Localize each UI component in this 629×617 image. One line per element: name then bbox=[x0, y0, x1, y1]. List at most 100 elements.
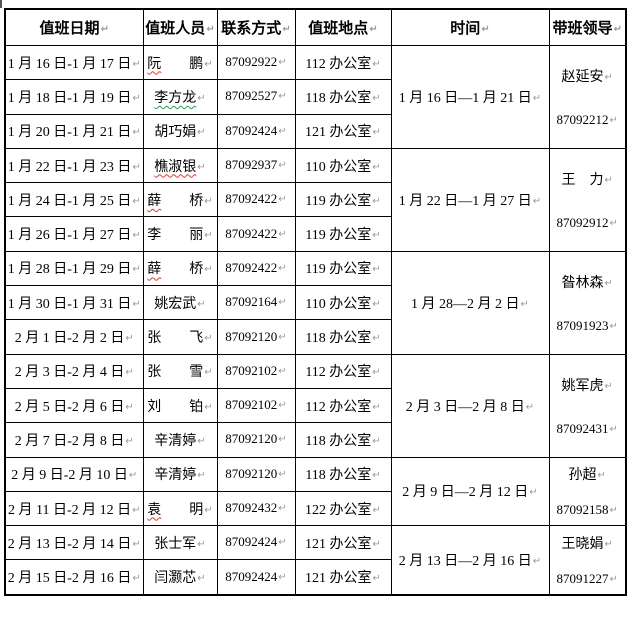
time-cell[interactable]: 1 月 22 日—1 月 27 日↵ bbox=[390, 147, 550, 252]
paragraph-mark-icon: ↵ bbox=[278, 125, 287, 137]
paragraph-mark-icon: ↵ bbox=[278, 537, 287, 549]
location-cell[interactable]: 118 办公室↵ bbox=[294, 319, 392, 355]
paragraph-mark-icon: ↵ bbox=[278, 57, 287, 69]
leader-phone: 87092431↵ bbox=[556, 420, 618, 436]
contact-cell[interactable]: 87092102↵ bbox=[216, 387, 296, 424]
location-cell[interactable]: 118 办公室↵ bbox=[294, 422, 392, 458]
duty-date-cell[interactable]: 1 月 22 日-1 月 23 日↵ bbox=[4, 147, 144, 184]
contact-cell[interactable]: 87092937↵ bbox=[216, 147, 296, 184]
time-cell[interactable]: 2 月 9 日—2 月 12 日↵ bbox=[390, 456, 550, 527]
time-cell[interactable]: 2 月 13 日—2 月 16 日↵ bbox=[390, 525, 550, 596]
contact-cell[interactable]: 87092120↵ bbox=[216, 422, 296, 458]
duty-person-cell[interactable]: 薛 桥↵ bbox=[142, 182, 218, 218]
duty-person-cell[interactable]: 闫灏芯↵ bbox=[142, 559, 218, 596]
duty-date-cell[interactable]: 1 月 28 日-1 月 29 日↵ bbox=[4, 250, 144, 287]
contact-cell[interactable]: 87092120↵ bbox=[216, 456, 296, 492]
time-cell[interactable]: 1 月 16 日—1 月 21 日↵ bbox=[390, 45, 550, 149]
paragraph-mark-icon: ↵ bbox=[132, 58, 141, 70]
column-header-duty-date[interactable]: 值班日期↵ bbox=[4, 8, 144, 46]
duty-person-cell[interactable]: 李 丽↵ bbox=[142, 216, 218, 252]
leader-cell[interactable]: 赵延安↵ 87092212↵ bbox=[548, 45, 627, 149]
duty-date-cell[interactable]: 2 月 7 日-2 月 8 日↵ bbox=[4, 422, 144, 458]
duty-date-cell[interactable]: 2 月 15 日-2 月 16 日↵ bbox=[4, 559, 144, 596]
column-header-duty-person[interactable]: 值班人员↵ bbox=[142, 8, 218, 46]
leader-cell[interactable]: 姚军虎↵ 87092431↵ bbox=[548, 353, 627, 458]
time-cell[interactable]: 2 月 3 日—2 月 8 日↵ bbox=[390, 353, 550, 458]
duty-person-cell[interactable]: 阮 鹏↵ bbox=[142, 44, 218, 81]
duty-person-cell[interactable]: 李方龙↵ bbox=[142, 79, 218, 115]
duty-date-cell[interactable]: 2 月 1 日-2 月 2 日↵ bbox=[4, 319, 144, 355]
duty-date-cell[interactable]: 1 月 24 日-1 月 25 日↵ bbox=[4, 182, 144, 218]
location-cell[interactable]: 119 办公室↵ bbox=[294, 216, 392, 252]
table-row: 2 月 5 日-2 月 6 日↵ 刘 铂↵ 87092102↵ 112 办公室↵ bbox=[4, 387, 626, 424]
time-cell[interactable]: 1 月 28—2 月 2 日↵ bbox=[390, 250, 550, 355]
location-cell[interactable]: 121 办公室↵ bbox=[294, 525, 392, 561]
location-cell[interactable]: 110 办公室↵ bbox=[294, 147, 392, 184]
location-cell[interactable]: 119 办公室↵ bbox=[294, 250, 392, 287]
paragraph-mark-icon: ↵ bbox=[278, 571, 287, 583]
location-cell[interactable]: 118 办公室↵ bbox=[294, 79, 392, 115]
column-header-duty-location[interactable]: 值班地点↵ bbox=[294, 8, 392, 46]
duty-date-cell[interactable]: 1 月 30 日-1 月 31 日↵ bbox=[4, 285, 144, 321]
contact-cell[interactable]: 87092422↵ bbox=[216, 250, 296, 287]
contact-cell[interactable]: 87092424↵ bbox=[216, 559, 296, 596]
duty-date-cell[interactable]: 2 月 5 日-2 月 6 日↵ bbox=[4, 387, 144, 424]
location-cell[interactable]: 112 办公室↵ bbox=[294, 353, 392, 389]
paragraph-mark-icon: ↵ bbox=[197, 127, 206, 139]
location-cell[interactable]: 119 办公室↵ bbox=[294, 182, 392, 218]
duty-date-cell[interactable]: 2 月 9 日-2 月 10 日↵ bbox=[4, 456, 144, 492]
leader-cell[interactable]: 王 力↵ 87092912↵ bbox=[548, 147, 627, 252]
duty-person-cell[interactable]: 袁 明↵ bbox=[142, 490, 218, 527]
contact-cell[interactable]: 87092422↵ bbox=[216, 216, 296, 252]
duty-person-cell[interactable]: 刘 铂↵ bbox=[142, 387, 218, 424]
location-cell[interactable]: 110 办公室↵ bbox=[294, 285, 392, 321]
duty-date-cell[interactable]: 2 月 13 日-2 月 14 日↵ bbox=[4, 525, 144, 561]
location-cell[interactable]: 112 办公室↵ bbox=[294, 387, 392, 424]
paragraph-mark-icon: ↵ bbox=[132, 195, 141, 207]
column-header-leader[interactable]: 带班领导↵ bbox=[548, 8, 627, 46]
paragraph-mark-icon: ↵ bbox=[132, 538, 141, 550]
duty-person-cell[interactable]: 樵淑银↵ bbox=[142, 147, 218, 184]
column-header-time[interactable]: 时间↵ bbox=[390, 8, 550, 46]
duty-date-cell[interactable]: 1 月 26 日-1 月 27 日↵ bbox=[4, 216, 144, 252]
paragraph-mark-icon: ↵ bbox=[604, 538, 613, 550]
duty-person-cell[interactable]: 薛 桥↵ bbox=[142, 250, 218, 287]
paragraph-mark-icon: ↵ bbox=[197, 298, 206, 310]
leader-cell[interactable]: 王晓娟↵ 87091227↵ bbox=[548, 525, 627, 596]
duty-person-cell[interactable]: 胡巧娟↵ bbox=[142, 113, 218, 149]
location-cell[interactable]: 122 办公室↵ bbox=[294, 490, 392, 527]
paragraph-mark-icon: ↵ bbox=[132, 298, 141, 310]
duty-person-cell[interactable]: 张士军↵ bbox=[142, 525, 218, 561]
duty-date-cell[interactable]: 2 月 3 日-2 月 4 日↵ bbox=[4, 353, 144, 389]
column-header-contact[interactable]: 联系方式↵ bbox=[216, 8, 296, 46]
leader-cell[interactable]: 昝林森↵ 87091923↵ bbox=[548, 250, 627, 355]
location-cell[interactable]: 112 办公室↵ bbox=[294, 44, 392, 81]
contact-cell[interactable]: 87092422↵ bbox=[216, 182, 296, 218]
duty-date-cell[interactable]: 1 月 16 日-1 月 17 日↵ bbox=[4, 44, 144, 81]
duty-person-cell[interactable]: 张 雪↵ bbox=[142, 353, 218, 389]
duty-person-cell[interactable]: 辛清婷↵ bbox=[142, 422, 218, 458]
duty-date-cell[interactable]: 2 月 11 日-2 月 12 日↵ bbox=[4, 490, 144, 527]
paragraph-mark-icon: ↵ bbox=[197, 573, 206, 585]
contact-cell[interactable]: 87092120↵ bbox=[216, 319, 296, 355]
paragraph-mark-icon: ↵ bbox=[128, 470, 138, 482]
contact-cell[interactable]: 87092424↵ bbox=[216, 525, 296, 561]
location-cell[interactable]: 121 办公室↵ bbox=[294, 113, 392, 149]
duty-person-cell[interactable]: 姚宏武↵ bbox=[142, 285, 218, 321]
contact-cell[interactable]: 87092527↵ bbox=[216, 79, 296, 115]
contact-cell[interactable]: 87092424↵ bbox=[216, 113, 296, 149]
contact-cell[interactable]: 87092164↵ bbox=[216, 285, 296, 321]
duty-date-cell[interactable]: 1 月 18 日-1 月 19 日↵ bbox=[4, 79, 144, 115]
location-cell[interactable]: 118 办公室↵ bbox=[294, 456, 392, 492]
duty-person-cell[interactable]: 辛清婷↵ bbox=[142, 456, 218, 492]
duty-date-cell[interactable]: 1 月 20 日-1 月 21 日↵ bbox=[4, 113, 144, 149]
paragraph-mark-icon: ↵ bbox=[197, 435, 206, 447]
paragraph-mark-icon: ↵ bbox=[278, 400, 287, 412]
duty-person-cell[interactable]: 张 飞↵ bbox=[142, 319, 218, 355]
contact-cell[interactable]: 87092432↵ bbox=[216, 490, 296, 527]
paragraph-mark-icon: ↵ bbox=[609, 320, 618, 332]
contact-cell[interactable]: 87092102↵ bbox=[216, 353, 296, 389]
location-cell[interactable]: 121 办公室↵ bbox=[294, 559, 392, 596]
leader-cell[interactable]: 孙超↵ 87092158↵ bbox=[548, 456, 627, 527]
contact-cell[interactable]: 87092922↵ bbox=[216, 44, 296, 81]
